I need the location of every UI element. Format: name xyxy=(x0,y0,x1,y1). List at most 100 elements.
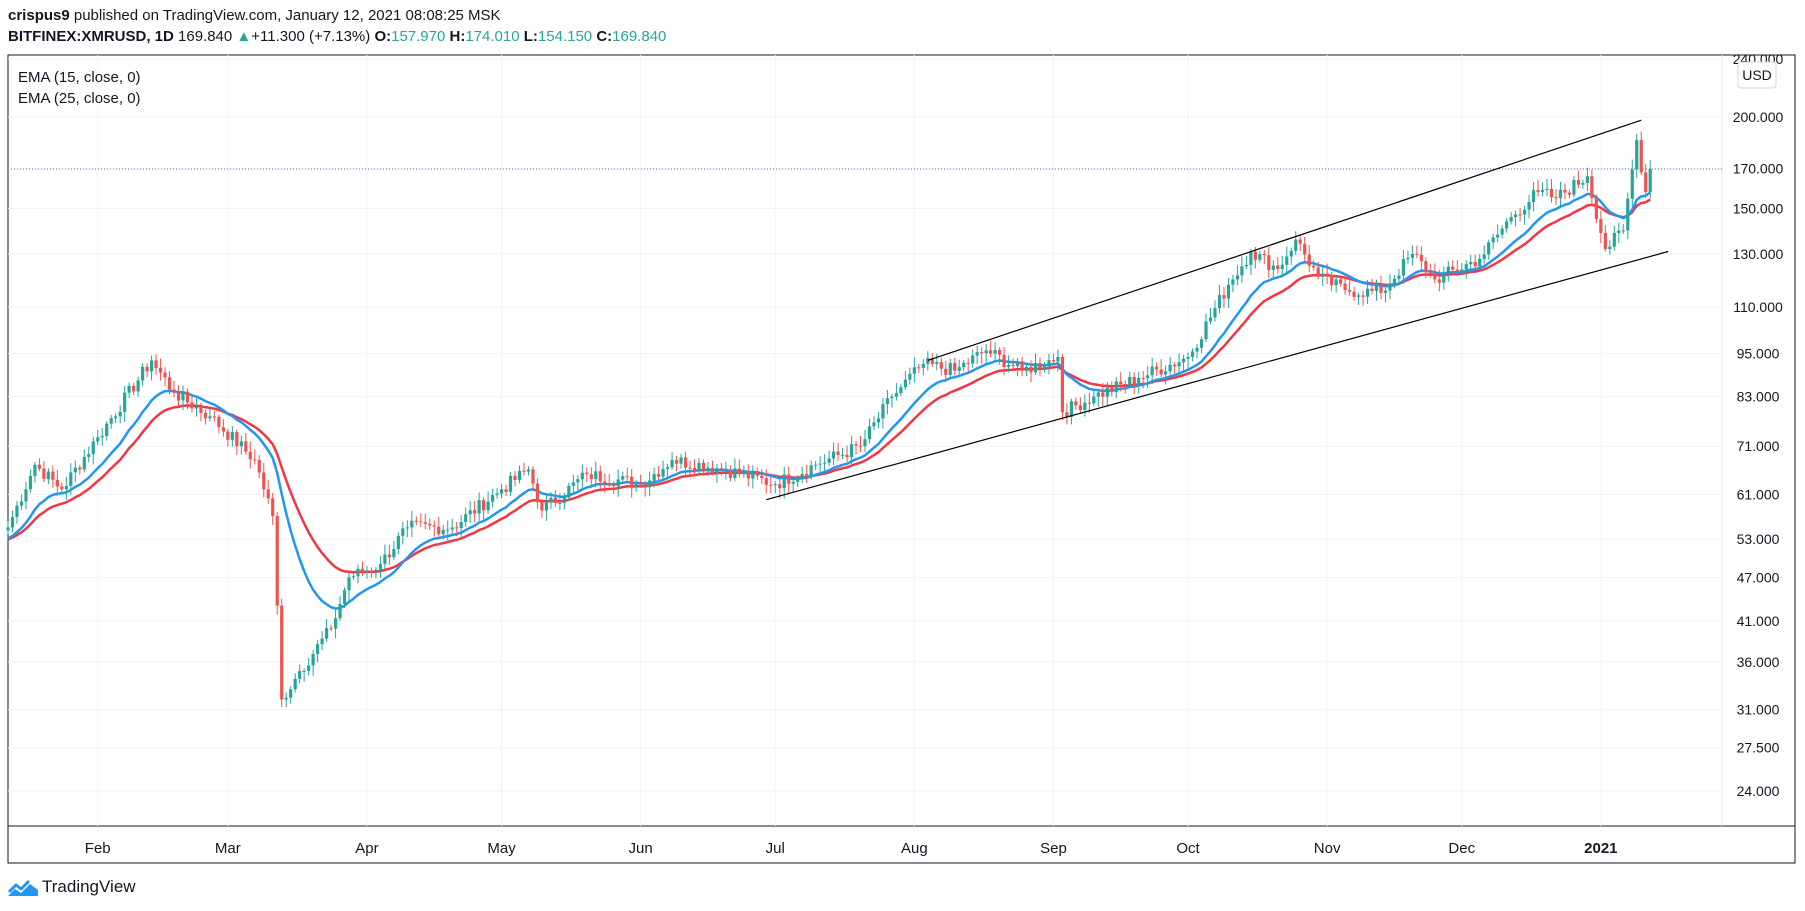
candle-body xyxy=(1195,347,1199,352)
low-label: L: xyxy=(523,28,538,45)
candle-body xyxy=(432,525,436,527)
candle-body xyxy=(984,350,988,354)
candle-body xyxy=(387,554,391,558)
close-label: C: xyxy=(596,28,613,45)
candle-body xyxy=(1235,275,1240,280)
candle-body xyxy=(378,564,383,570)
candle-body xyxy=(33,464,37,476)
candle-body xyxy=(1020,361,1024,371)
candle-body xyxy=(980,352,984,354)
x-tick-label: May xyxy=(487,840,516,857)
candle-body xyxy=(710,467,715,473)
candle-body xyxy=(495,493,499,496)
candle-body xyxy=(320,638,324,645)
candle-body xyxy=(971,355,975,364)
candle-body xyxy=(580,472,584,480)
candle-body xyxy=(311,654,315,666)
candle-body xyxy=(1554,197,1558,199)
currency-badge[interactable] xyxy=(1737,61,1777,89)
x-tick-label: Jun xyxy=(629,840,653,857)
candle-body xyxy=(1217,295,1222,309)
candle-body xyxy=(1590,176,1594,199)
candle-body xyxy=(1024,366,1029,371)
y-tick-label: 47.000 xyxy=(1737,569,1780,585)
candle-body xyxy=(1639,140,1643,173)
candle-body xyxy=(1056,357,1060,362)
candle-body xyxy=(670,459,674,468)
candle-body xyxy=(692,467,697,472)
candle-body xyxy=(1594,198,1598,220)
candle-body xyxy=(544,502,549,511)
candle-body xyxy=(661,468,665,477)
brand-text[interactable]: TradingView xyxy=(42,877,136,896)
candle-body xyxy=(1343,283,1347,291)
candle-body xyxy=(1531,190,1536,203)
candle-body xyxy=(356,568,360,577)
candle-body xyxy=(1518,214,1522,216)
candle-body xyxy=(616,479,620,487)
author-name[interactable]: crispus9 xyxy=(8,7,70,24)
candle-body xyxy=(755,471,759,476)
candle-body xyxy=(123,392,127,412)
candle-body xyxy=(1146,375,1150,379)
candle-body xyxy=(459,521,463,529)
candle-body xyxy=(369,570,374,572)
candle-body xyxy=(455,527,459,529)
candle-body xyxy=(392,549,396,558)
indicator-legend-item[interactable]: EMA (25, close, 0) xyxy=(18,90,141,107)
trend-channel-upper[interactable] xyxy=(927,119,1642,361)
candle-body xyxy=(1446,266,1450,273)
candle-body xyxy=(176,392,181,401)
candle-body xyxy=(1608,246,1612,250)
candle-body xyxy=(154,360,158,369)
candle-body xyxy=(957,367,961,371)
candle-body xyxy=(1442,272,1446,283)
candle-body xyxy=(100,435,104,438)
indicator-legend-item[interactable]: EMA (15, close, 0) xyxy=(18,69,141,86)
candle-body xyxy=(782,474,786,489)
footer: TradingView xyxy=(8,877,136,897)
candle-body xyxy=(1406,257,1410,260)
candle-body xyxy=(935,362,939,364)
candle-body xyxy=(674,459,679,464)
candle-body xyxy=(1379,285,1383,293)
candle-body xyxy=(944,368,948,375)
candle-body xyxy=(760,475,764,479)
candle-body xyxy=(360,568,365,573)
candle-body xyxy=(149,360,154,372)
candle-body xyxy=(28,475,33,490)
candle-body xyxy=(253,459,257,461)
candle-body xyxy=(477,500,481,514)
candle-body xyxy=(894,393,899,397)
candle-body xyxy=(540,502,544,511)
price-chart[interactable]: 240.000200.000170.000150.000130.000110.0… xyxy=(0,0,1805,870)
candle-body xyxy=(679,457,683,464)
candle-body xyxy=(15,505,19,518)
candle-body xyxy=(787,474,791,484)
candle-body xyxy=(1110,387,1114,392)
candle-body xyxy=(1356,295,1361,297)
candle-body xyxy=(1621,230,1625,232)
candle-body xyxy=(37,464,42,469)
candle-body xyxy=(1096,392,1100,397)
candle-body xyxy=(1487,242,1491,255)
candle-body xyxy=(244,441,248,452)
candle-body xyxy=(1505,221,1509,229)
candle-body xyxy=(51,471,55,480)
currency-label: USD xyxy=(1742,67,1772,83)
trend-channel-lower[interactable] xyxy=(766,250,1669,501)
candle-body xyxy=(1038,363,1042,369)
candle-body xyxy=(10,517,15,528)
candle-body xyxy=(24,489,28,502)
candle-body xyxy=(1347,290,1352,292)
candle-body xyxy=(1226,284,1231,299)
candle-body xyxy=(612,484,616,487)
candle-body xyxy=(881,404,885,419)
candle-body xyxy=(643,484,647,488)
candle-body xyxy=(773,484,777,486)
candle-body xyxy=(414,520,418,522)
candle-body xyxy=(136,380,140,392)
close-value: 169.840 xyxy=(612,28,667,45)
candle-body xyxy=(1065,412,1069,417)
candle-body xyxy=(567,485,571,498)
